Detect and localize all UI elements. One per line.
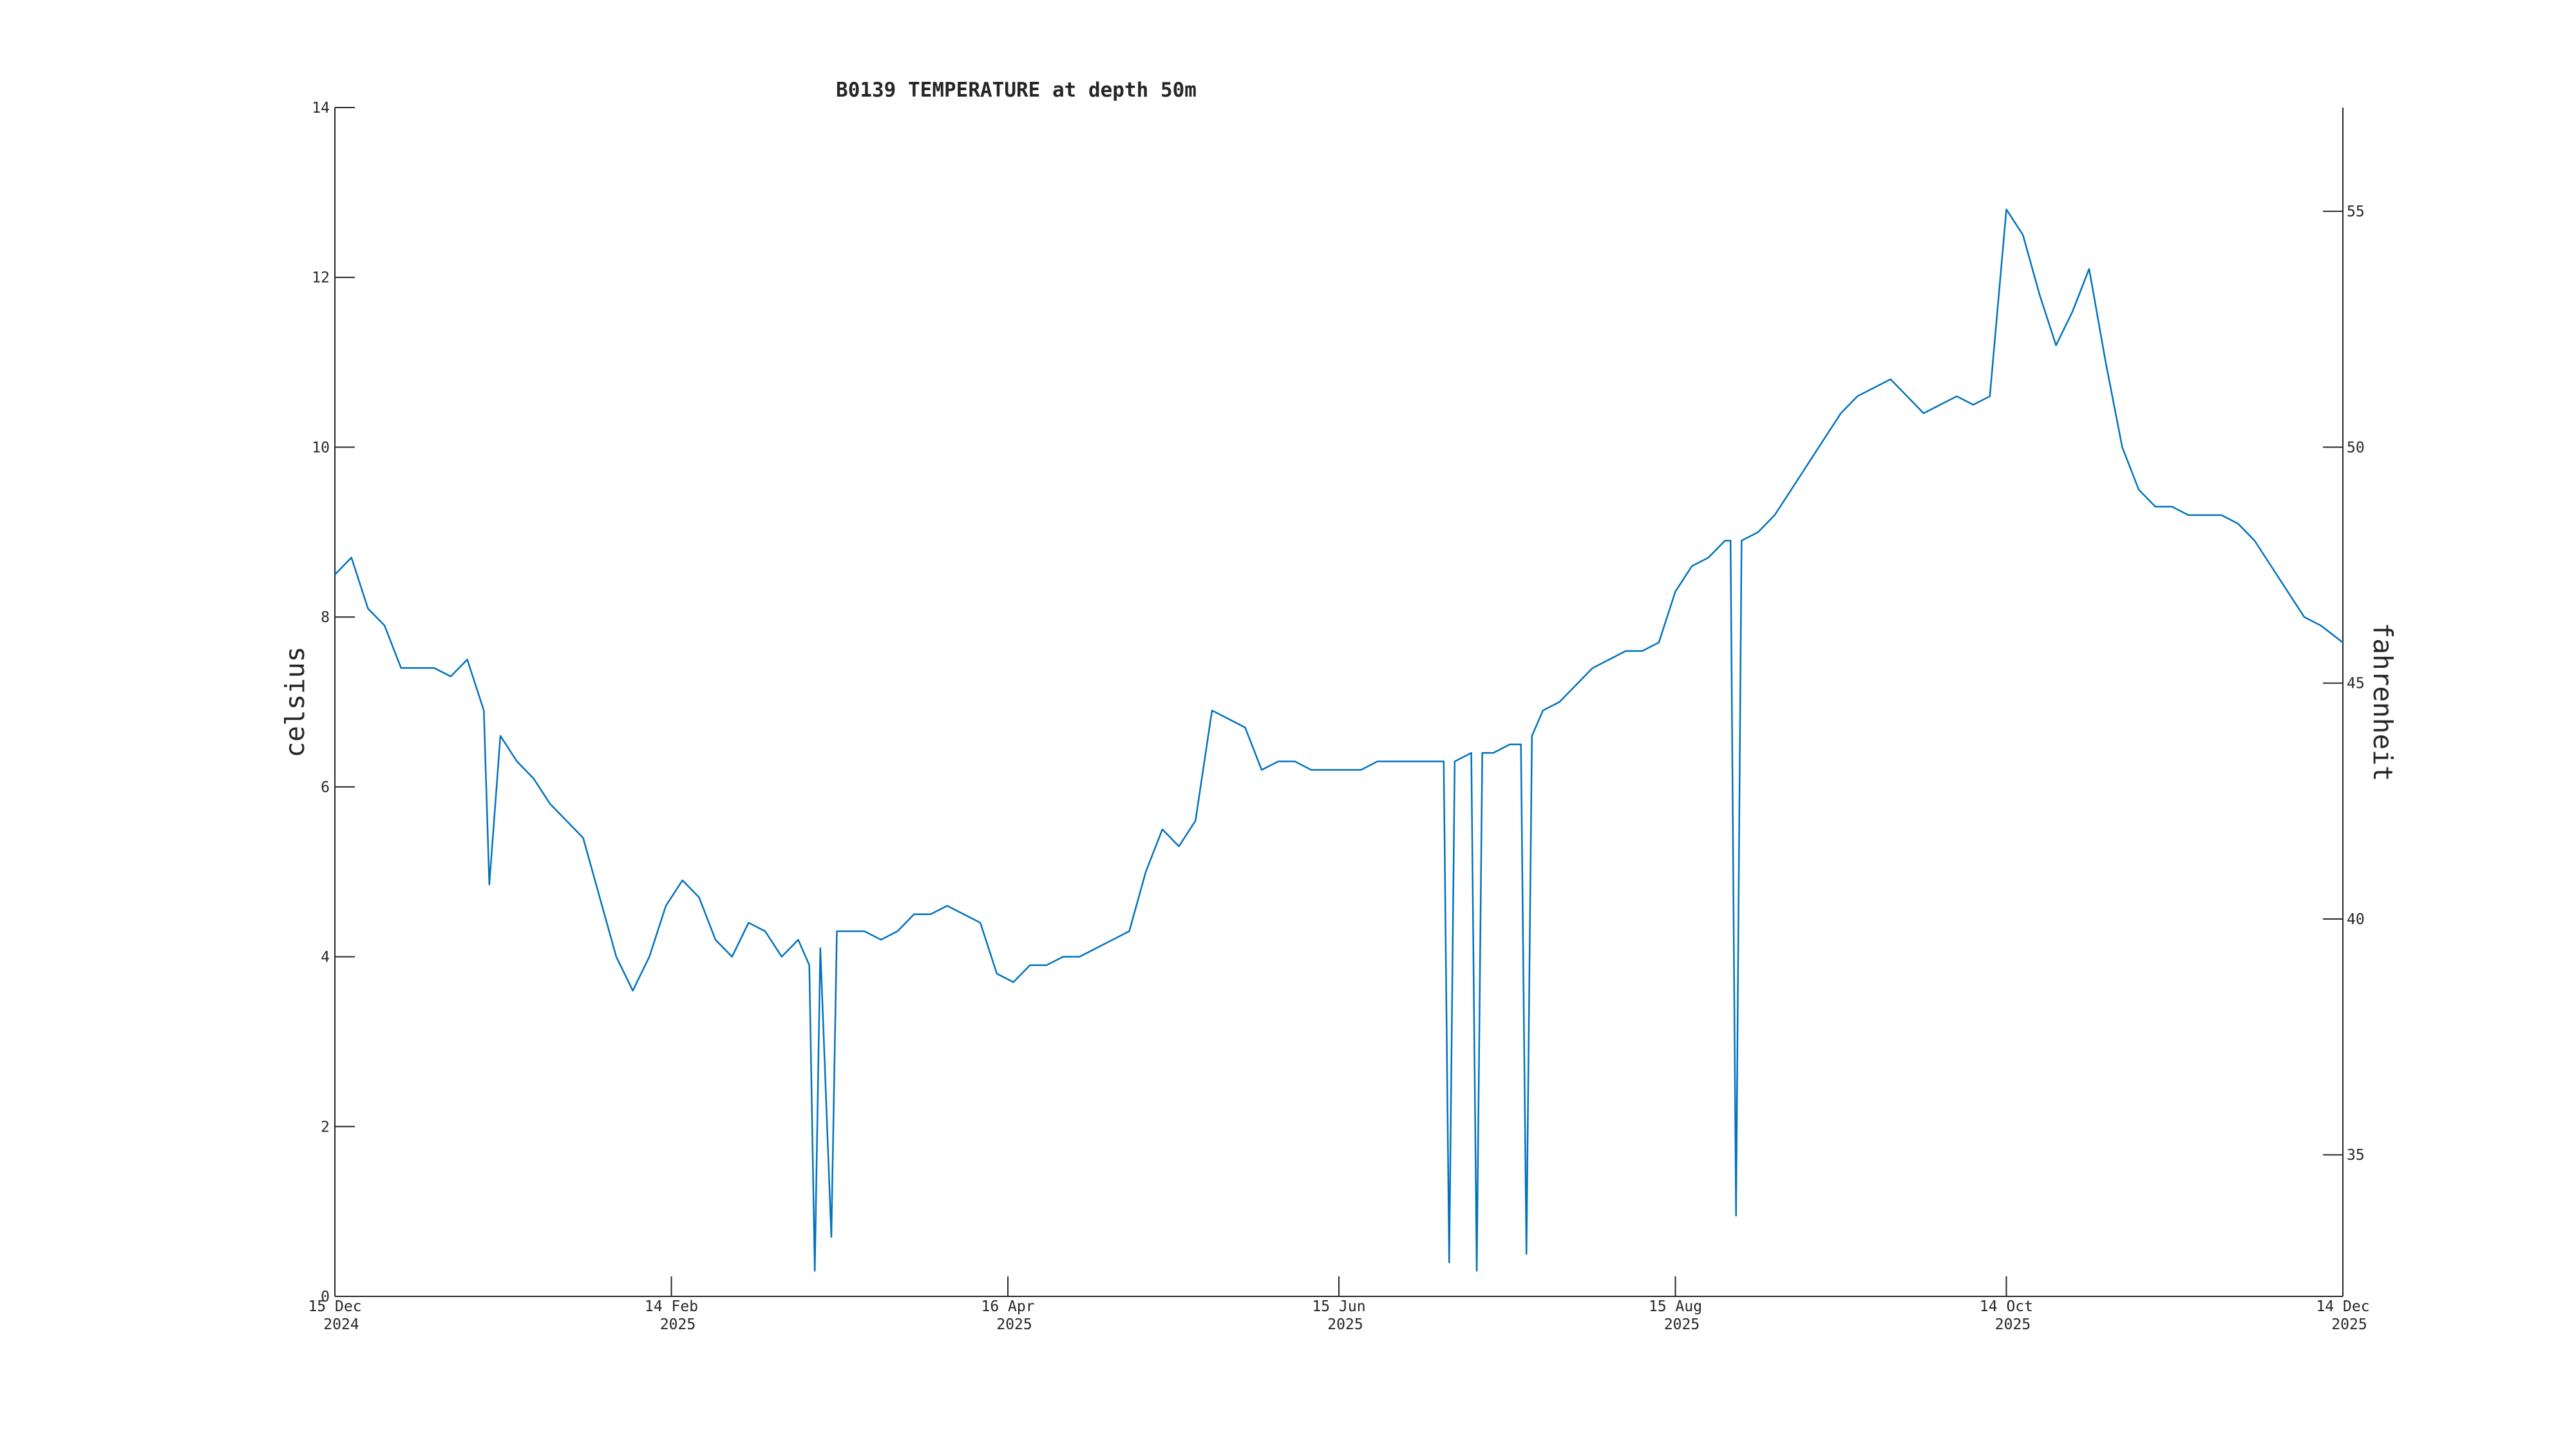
x-tick-label: 14 Dec bbox=[2316, 1298, 2369, 1315]
x-tick-label: 14 Feb bbox=[645, 1298, 698, 1315]
x-tick-label: 15 Jun bbox=[1312, 1298, 1365, 1315]
x-tick-label: 2025 bbox=[1995, 1316, 2031, 1333]
y-tick-label: 4 bbox=[321, 949, 330, 966]
x-tick-label: 2025 bbox=[2331, 1316, 2367, 1333]
y-tick-label: 8 bbox=[321, 609, 330, 626]
x-tick-label: 14 Oct bbox=[1980, 1298, 2033, 1315]
y2-tick-label: 35 bbox=[2347, 1147, 2365, 1164]
y2-tick-label: 50 bbox=[2347, 439, 2365, 456]
y2-tick-label: 45 bbox=[2347, 676, 2365, 692]
x-tick-label: 16 Apr bbox=[981, 1298, 1034, 1315]
y-tick-label: 6 bbox=[321, 779, 330, 796]
y-axis-label: celsius bbox=[279, 647, 310, 758]
x-tick-label: 2025 bbox=[660, 1316, 696, 1333]
x-tick-label: 15 Dec bbox=[308, 1298, 361, 1315]
x-tick-label: 2024 bbox=[323, 1316, 359, 1333]
y2-axis-label: fahrenheit bbox=[2367, 623, 2398, 782]
y-tick-label: 14 bbox=[312, 100, 330, 117]
x-tick-label: 2025 bbox=[996, 1316, 1032, 1333]
x-tick-label: 15 Aug bbox=[1649, 1298, 1702, 1315]
data-line bbox=[334, 208, 2344, 1272]
chart-title: B0139 TEMPERATURE at depth 50m bbox=[836, 79, 1197, 102]
y-tick-label: 12 bbox=[312, 270, 330, 287]
y-tick-label: 10 bbox=[312, 439, 330, 456]
x-tick-label: 2025 bbox=[1664, 1316, 1700, 1333]
x-tick-label: 2025 bbox=[1327, 1316, 1363, 1333]
y-tick-label: 2 bbox=[321, 1119, 330, 1135]
y2-tick-label: 55 bbox=[2347, 204, 2365, 220]
y2-tick-label: 40 bbox=[2347, 911, 2365, 928]
y-tick-label: 0 bbox=[321, 1289, 330, 1305]
